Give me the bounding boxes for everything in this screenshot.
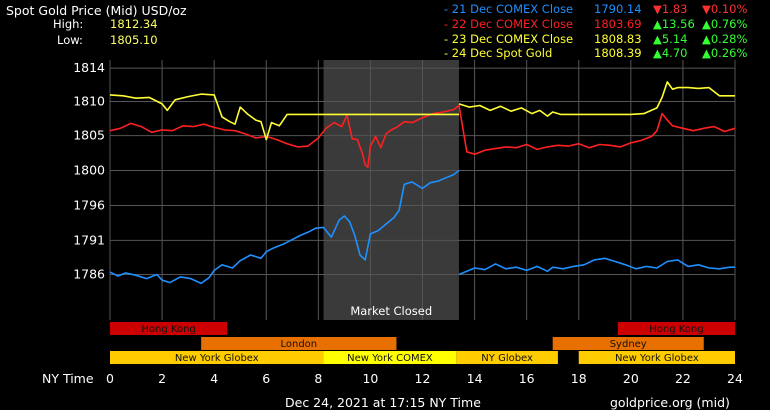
series-line	[458, 81, 735, 117]
x-tick-label: 12	[415, 371, 431, 386]
series-line	[109, 169, 735, 285]
session-bar	[110, 351, 324, 364]
footer-timestamp: Dec 24, 2021 at 17:15 NY Time	[285, 395, 481, 410]
y-tick-label: 1810	[73, 93, 105, 108]
session-bar	[552, 337, 704, 350]
market-closed-label: Market Closed	[350, 304, 432, 318]
grid-lines	[109, 60, 736, 320]
legend-change: ▲4.70	[653, 46, 688, 60]
legend-percent: ▲0.76%	[702, 17, 748, 31]
legend-price: 1803.69	[594, 17, 642, 31]
series-lines	[109, 81, 736, 285]
low-value: 1805.10	[110, 33, 158, 47]
y-tick-label: 1796	[73, 197, 105, 212]
legend-change: ▼1.83	[653, 2, 688, 16]
x-tick-label: 16	[519, 371, 535, 386]
x-tick-label: 2	[158, 371, 166, 386]
legend-name: - 21 Dec COMEX Close	[444, 2, 574, 16]
legend-row: - 21 Dec COMEX Close 1790.14 ▼1.83 ▼0.10…	[0, 2, 770, 17]
x-tick-label: 24	[727, 371, 743, 386]
session-bar	[323, 351, 457, 364]
session-bar	[617, 322, 735, 335]
high-value: 1812.34	[110, 17, 158, 31]
y-tick-label: 1800	[73, 163, 105, 178]
x-axis-ticks: 0 2 4 6 8 10 12 14 16 18 20 22 24	[106, 371, 743, 386]
chart-title: Spot Gold Price (Mid) USD/oz	[6, 3, 187, 18]
legend-percent: ▲0.28%	[702, 32, 748, 46]
x-tick-label: 8	[314, 371, 322, 386]
session-label: NY Globex	[481, 353, 533, 364]
legend-price: 1808.83	[594, 32, 642, 46]
legend-price: 1790.14	[594, 2, 642, 16]
legend-change: ▲13.56	[653, 17, 695, 31]
high-label: High:	[53, 17, 84, 31]
x-tick-label: 0	[106, 371, 114, 386]
x-tick-label: 6	[262, 371, 270, 386]
session-bar	[578, 351, 735, 364]
x-axis-label: NY Time	[42, 371, 94, 386]
session-label: New York COMEX	[347, 353, 433, 364]
session-label: New York Globex	[175, 353, 259, 364]
series-line	[109, 93, 459, 141]
legend-row: - 22 Dec COMEX Close 1803.69 ▲13.56 ▲0.7…	[0, 17, 770, 32]
y-axis-ticks: 1814 1810 1805 1800 1796 1791 1786	[73, 60, 105, 281]
y-tick-label: 1791	[73, 232, 105, 247]
legend-change: ▲5.14	[653, 32, 688, 46]
market-closed-region	[323, 60, 459, 320]
footer-source: goldprice.org (mid)	[610, 395, 730, 410]
session-bar	[201, 337, 397, 350]
y-tick-label: 1814	[73, 60, 105, 75]
session-label: London	[280, 339, 317, 350]
low-label: Low:	[57, 33, 83, 47]
session-label: Hong Kong	[141, 324, 195, 335]
x-tick-label: 14	[467, 371, 483, 386]
y-tick-label: 1805	[73, 128, 105, 143]
legend-percent: ▲0.26%	[702, 46, 748, 60]
y-tick-label: 1786	[73, 267, 105, 282]
x-tick-label: 22	[675, 371, 691, 386]
legend-row: - 23 Dec COMEX Close 1808.83 ▲5.14 ▲0.28…	[0, 32, 770, 47]
legend-name: - 23 Dec COMEX Close	[444, 32, 574, 46]
session-label: Hong Kong	[649, 324, 703, 335]
session-bar	[456, 351, 558, 364]
legend-percent: ▼0.10%	[702, 2, 748, 16]
legend-row: - 24 Dec Spot Gold 1808.39 ▲4.70 ▲0.26%	[0, 46, 770, 61]
x-tick-label: 4	[210, 371, 218, 386]
legend-name: - 24 Dec Spot Gold	[444, 46, 553, 60]
legend-price: 1808.39	[594, 46, 642, 60]
session-bar	[110, 322, 228, 335]
session-label: New York Globex	[615, 353, 699, 364]
legend-name: - 22 Dec COMEX Close	[444, 17, 574, 31]
x-tick-label: 10	[362, 371, 378, 386]
x-tick-label: 20	[623, 371, 639, 386]
session-label: Sydney	[610, 339, 647, 350]
x-tick-label: 18	[571, 371, 587, 386]
session-bars: Hong Kong Hong Kong London Sydney New York G…	[110, 322, 735, 364]
series-line	[109, 104, 736, 169]
